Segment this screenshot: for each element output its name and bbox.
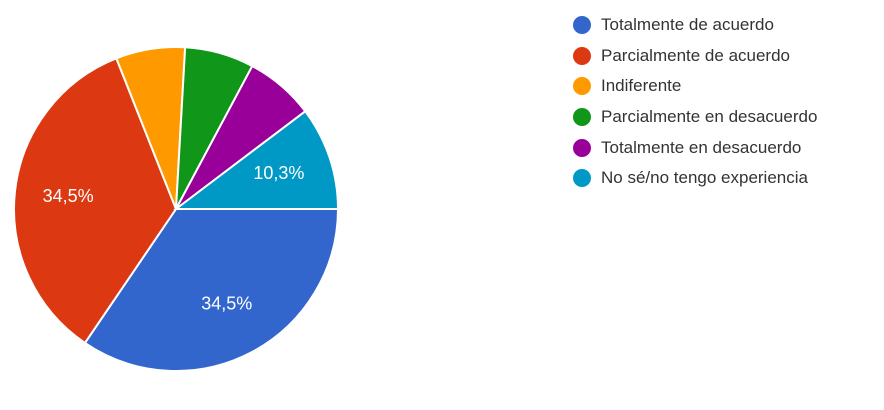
legend-swatch <box>573 108 591 127</box>
pie-slice-data-label: 34,5% <box>201 294 252 314</box>
legend-item-parcialmente-en-desacuerdo[interactable]: Parcialmente en desacuerdo <box>573 102 817 133</box>
legend-item-no-se-no-tengo-experiencia[interactable]: No sé/no tengo experiencia <box>573 163 817 194</box>
pie-slice-data-label: 34,5% <box>43 186 94 206</box>
legend-item-totalmente-de-acuerdo[interactable]: Totalmente de acuerdo <box>573 10 817 41</box>
legend-label: Totalmente en desacuerdo <box>601 137 802 157</box>
legend-label: Totalmente de acuerdo <box>601 15 774 35</box>
pie-slice-totalmente-de-acuerdo[interactable] <box>83 208 340 372</box>
legend-swatch <box>573 77 591 96</box>
legend-label: Parcialmente en desacuerdo <box>601 107 818 127</box>
legend-swatch <box>573 169 591 188</box>
legend-swatch <box>573 138 591 157</box>
pie-slices <box>13 46 340 372</box>
legend-item-indiferente[interactable]: Indiferente <box>573 71 817 102</box>
pie-slice-parcialmente-de-acuerdo[interactable] <box>13 57 178 345</box>
legend-label: No sé/no tengo experiencia <box>601 168 808 188</box>
legend-swatch <box>573 46 591 65</box>
legend-swatch <box>573 16 591 35</box>
legend-item-totalmente-en-desacuerdo[interactable]: Totalmente en desacuerdo <box>573 132 817 163</box>
pie-slice-labels: 34,5% 34,5% 10,3% <box>43 163 305 313</box>
pie-slice-no-s-no-tengo-experiencia[interactable] <box>173 109 340 210</box>
legend-item-parcialmente-de-acuerdo[interactable]: Parcialmente de acuerdo <box>573 41 817 72</box>
pie-slice-data-label: 10,3% <box>253 163 304 183</box>
legend-label: Indiferente <box>601 76 682 96</box>
legend-label: Parcialmente de acuerdo <box>601 45 791 65</box>
chart-legend: Totalmente de acuerdo Parcialmente de ac… <box>573 10 817 194</box>
